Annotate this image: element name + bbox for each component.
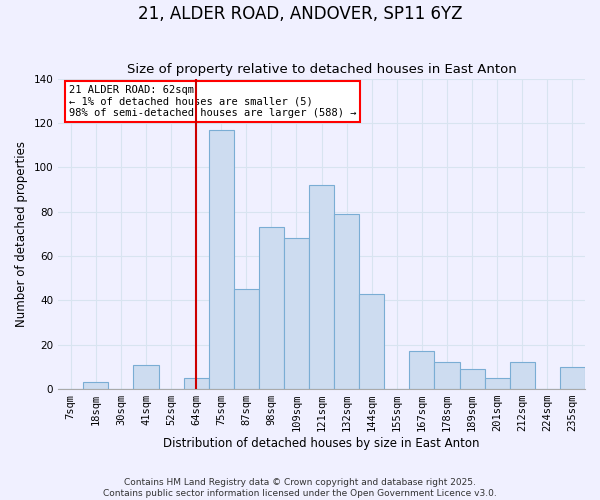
Bar	[434, 362, 460, 389]
Bar	[234, 290, 259, 389]
Bar	[209, 130, 234, 389]
Bar	[359, 294, 385, 389]
Bar	[560, 367, 585, 389]
X-axis label: Distribution of detached houses by size in East Anton: Distribution of detached houses by size …	[163, 437, 480, 450]
Text: 21 ALDER ROAD: 62sqm
← 1% of detached houses are smaller (5)
98% of semi-detache: 21 ALDER ROAD: 62sqm ← 1% of detached ho…	[69, 85, 356, 118]
Y-axis label: Number of detached properties: Number of detached properties	[15, 141, 28, 327]
Bar	[334, 214, 359, 389]
Bar	[184, 378, 209, 389]
Bar	[284, 238, 309, 389]
Bar	[485, 378, 510, 389]
Bar	[83, 382, 109, 389]
Bar	[133, 364, 158, 389]
Title: Size of property relative to detached houses in East Anton: Size of property relative to detached ho…	[127, 63, 517, 76]
Bar	[510, 362, 535, 389]
Bar	[259, 227, 284, 389]
Text: 21, ALDER ROAD, ANDOVER, SP11 6YZ: 21, ALDER ROAD, ANDOVER, SP11 6YZ	[138, 5, 462, 23]
Bar	[309, 185, 334, 389]
Bar	[409, 352, 434, 389]
Bar	[460, 369, 485, 389]
Text: Contains HM Land Registry data © Crown copyright and database right 2025.
Contai: Contains HM Land Registry data © Crown c…	[103, 478, 497, 498]
